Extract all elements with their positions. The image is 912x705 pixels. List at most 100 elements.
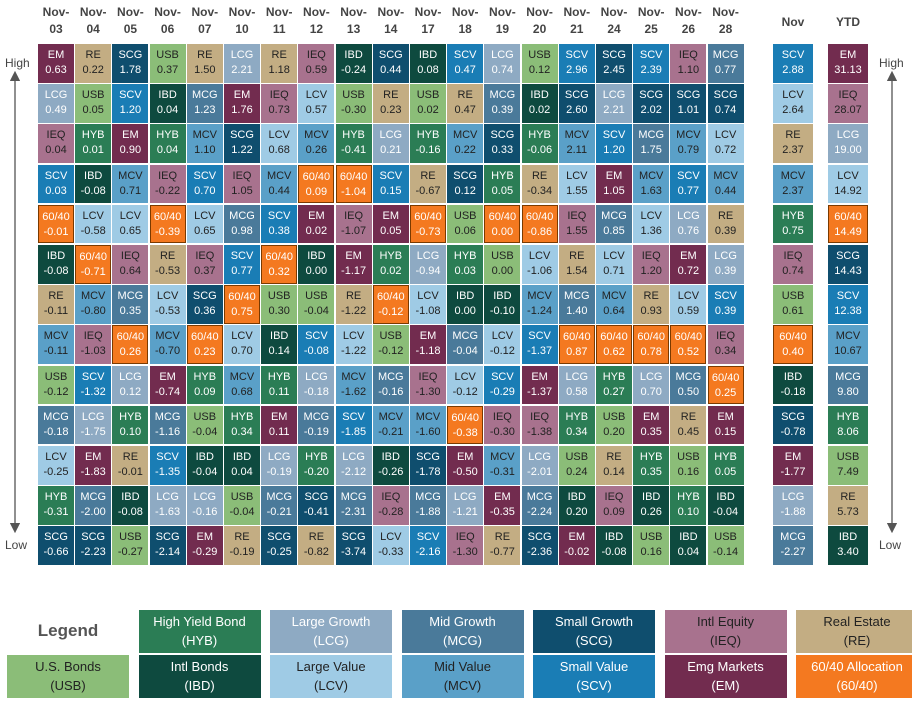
cell-value: -1.62 xyxy=(341,385,367,398)
legend-abbr: (IBD) xyxy=(184,678,215,693)
cell-label: LCG xyxy=(602,89,626,102)
cell-value: -0.24 xyxy=(341,64,367,76)
cell-value: 8.06 xyxy=(837,425,859,438)
cell-value: 0.35 xyxy=(640,425,662,438)
cell-value: -0.74 xyxy=(155,385,181,398)
cell-label: USB xyxy=(156,49,179,61)
cell: EM -0.02 xyxy=(558,526,595,565)
cell: LCV 0.72 xyxy=(707,124,744,163)
cell-value: -0.82 xyxy=(303,546,329,559)
cell-value: 0.64 xyxy=(119,265,142,277)
cell: IBD 0.02 xyxy=(521,84,558,123)
cell-value: -1.03 xyxy=(80,345,106,358)
legend-name: High Yield Bond xyxy=(153,614,246,629)
header-bottom: 25 xyxy=(644,22,658,36)
cell-value: -0.08 xyxy=(601,546,627,559)
cell-value: -0.16 xyxy=(192,506,218,519)
cell: LCV -0.33 xyxy=(372,526,409,565)
cell: IBD -0.18 xyxy=(773,365,813,405)
cell-label: HYB xyxy=(193,370,217,383)
cell-value: 0.02 xyxy=(305,224,328,237)
cell-label: HYB xyxy=(379,250,403,262)
cell: IBD 0.20 xyxy=(558,486,595,525)
cell-label: RE xyxy=(531,169,548,182)
cell: IEQ 1.05 xyxy=(224,164,260,204)
cell: HYB -0.16 xyxy=(410,124,446,163)
cell-label: SCV xyxy=(119,89,142,102)
cell-value: 2.02 xyxy=(640,104,662,117)
cell-label: LCG xyxy=(453,491,477,504)
cell: EM 0.02 xyxy=(298,204,335,244)
cell-value: -0.31 xyxy=(489,466,515,478)
cell-label: RE xyxy=(606,451,622,463)
cell-label: LCG xyxy=(305,370,328,383)
legend-name: Intl Bonds xyxy=(170,659,229,674)
cell: SCG -0.25 xyxy=(261,526,298,565)
cell-label: 60/40 xyxy=(228,291,256,304)
cell: IEQ -1.38 xyxy=(521,405,558,445)
cell-value: 0.04 xyxy=(231,466,253,478)
cell: LCG -2.01 xyxy=(521,446,558,485)
cell-label: USB xyxy=(677,451,700,463)
cell-value: -1.17 xyxy=(341,265,367,277)
cell-value: -0.33 xyxy=(378,546,404,559)
cell-value: -1.75 xyxy=(80,425,106,438)
cell: LCV -1.08 xyxy=(410,285,446,324)
cell-label: MCG xyxy=(266,491,293,504)
cell-value: 0.12 xyxy=(528,64,551,76)
cell-value: 0.39 xyxy=(491,104,514,117)
cell-label: 60/40 xyxy=(302,170,331,183)
cell-value: -1.88 xyxy=(415,506,441,519)
cell-value: 0.39 xyxy=(714,305,737,318)
cell: HYB -0.20 xyxy=(298,446,335,485)
cell: USB 0.20 xyxy=(596,405,632,445)
column-header: Nov- 26 xyxy=(670,4,706,38)
cell-value: -2.01 xyxy=(527,466,553,478)
cell-value: 0.03 xyxy=(45,184,67,197)
legend-item: Mid Growth (MCG) xyxy=(401,610,524,653)
cell-label: IBD xyxy=(716,491,735,504)
cell-label: MCG xyxy=(191,89,218,102)
cell-label: MCV xyxy=(304,129,329,142)
cell: IEQ -1.03 xyxy=(75,325,112,364)
cell-label: 60/40 xyxy=(339,170,368,183)
cell: SCG -2.23 xyxy=(75,526,112,565)
cell: IBD -0.08 xyxy=(38,245,74,284)
cell-label: EM xyxy=(419,330,437,343)
cell: MCV 1.63 xyxy=(633,164,670,204)
cell-label: IEQ xyxy=(492,410,512,423)
cell-label: SCV xyxy=(193,169,217,182)
cell-label: RE xyxy=(717,209,734,222)
legend-name: Real Estate xyxy=(823,614,891,629)
header-top: Nov- xyxy=(563,5,591,19)
cell-label: SCV xyxy=(342,410,365,423)
cell: SCV 1.20 xyxy=(112,84,149,123)
cell-label: RE xyxy=(159,250,176,262)
cell-label: IBD xyxy=(642,491,661,504)
cell-value: -3.74 xyxy=(341,546,367,559)
header-top: Nov- xyxy=(303,5,330,19)
cell-value: 1.75 xyxy=(640,144,662,157)
cell: USB 0.02 xyxy=(410,84,446,123)
cell-value: 14.49 xyxy=(834,225,862,238)
cell-label: USB xyxy=(379,330,403,343)
cell-value: 0.00 xyxy=(491,225,514,238)
cell: 60/40 0.78 xyxy=(633,325,670,364)
cell-label: SCV xyxy=(836,290,860,303)
cell-label: SCG xyxy=(192,290,217,303)
cell-value: -1.38 xyxy=(527,425,553,438)
cell-label: IEQ xyxy=(344,209,364,222)
cell: EM 1.76 xyxy=(224,84,260,123)
cell-label: IEQ xyxy=(46,129,66,142)
cell: SCG -0.66 xyxy=(38,526,74,565)
header-top: Nov- xyxy=(526,5,553,19)
cell-value: -0.08 xyxy=(80,184,106,197)
cell-label: USB xyxy=(44,370,68,383)
cell: SCG -1.78 xyxy=(410,446,446,485)
header-top: Nov- xyxy=(637,5,665,19)
cell-label: LCG xyxy=(677,209,700,222)
cell-label: IBD xyxy=(418,49,438,61)
cell-label: LCV xyxy=(305,89,328,102)
cell-label: MCV xyxy=(601,290,627,303)
